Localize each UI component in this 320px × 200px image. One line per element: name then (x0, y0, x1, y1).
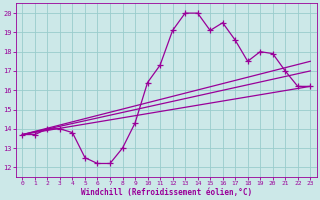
X-axis label: Windchill (Refroidissement éolien,°C): Windchill (Refroidissement éolien,°C) (81, 188, 252, 197)
